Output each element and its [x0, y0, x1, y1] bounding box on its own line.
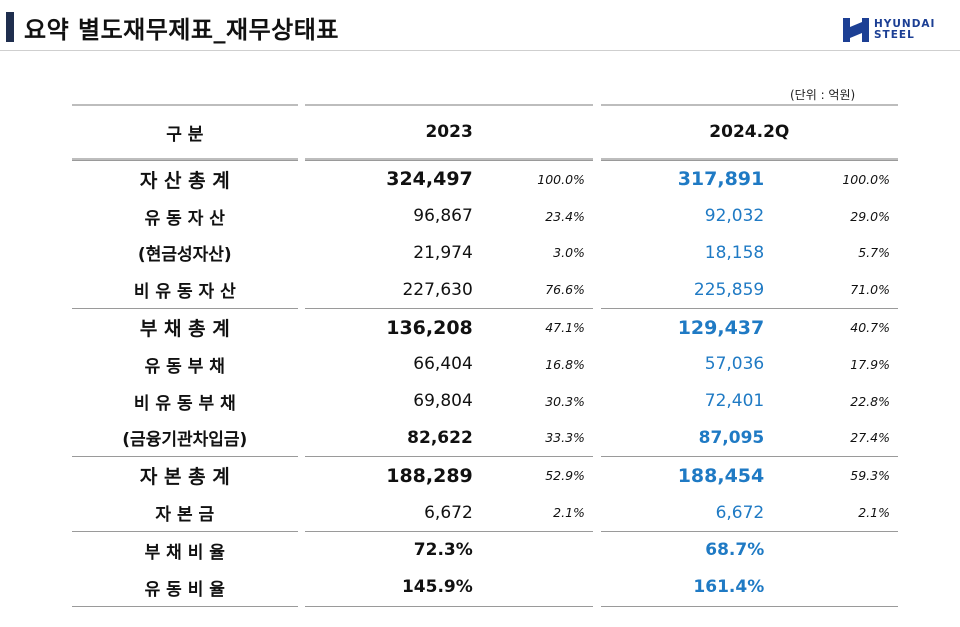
value-2024: 87,095 [698, 427, 765, 448]
page-title: 요약 별도재무제표_재무상태표 [24, 15, 339, 44]
percent-2024 [770, 530, 898, 569]
value-2023: 66,404 [413, 354, 473, 375]
table-row: 부 채 비 율 72.3% 68.7% [72, 530, 898, 569]
hyundai-steel-logo-icon [843, 18, 869, 42]
table-row: 비 유 동 부 채 69,804 30.3% 72,401 22.8% [72, 383, 898, 420]
value-2023: 145.9% [305, 569, 479, 607]
value-2023: 6,672 [424, 502, 473, 523]
table-row: 유 동 자 산 96,867 23.4% 92,032 29.0% [72, 198, 898, 235]
percent-2024: 2.1% [858, 505, 890, 521]
header-2023: 2023 [305, 104, 593, 160]
unit-note: (단위 : 억원) [790, 88, 856, 102]
table-header-row: 구 분 2023 2024.2Q [72, 104, 898, 160]
value-2023: 136,208 [305, 308, 479, 346]
value-2024: 72,401 [704, 391, 765, 412]
value-2024: 57,036 [704, 354, 765, 375]
table-row: 비 유 동 자 산 227,630 76.6% 225,859 71.0% [72, 271, 898, 308]
value-2023: 96,867 [413, 206, 473, 227]
value-2023: 82,622 [407, 427, 473, 448]
percent-2024: 27.4% [850, 430, 890, 446]
percent-2024: 5.7% [858, 245, 890, 261]
row-label: (현금성자산) [137, 245, 232, 266]
table-row: 자 산 총 계 324,497 100.0% 317,891 100.0% [72, 160, 898, 198]
percent-2023: 23.4% [545, 208, 585, 224]
percent-2024 [770, 569, 898, 607]
value-2023: 69,804 [413, 391, 473, 412]
table-row: 부 채 총 계 136,208 47.1% 129,437 40.7% [72, 308, 898, 346]
row-label: 부 채 비 율 [72, 530, 298, 569]
balance-sheet-table: 구 분 2023 2024.2Q 자 산 총 계 324,497 100.0% 317… [72, 104, 898, 607]
logo-line1: HYUNDAI [874, 18, 936, 30]
percent-2023 [478, 569, 593, 607]
percent-2024: 17.9% [850, 356, 890, 372]
row-label: 자 산 총 계 [72, 160, 298, 198]
percent-2023: 47.1% [478, 308, 593, 346]
value-2024: 6,672 [715, 502, 765, 523]
row-label: 비 유 동 자 산 [133, 282, 236, 303]
row-label: (금융기관차입금) [122, 430, 248, 451]
percent-2023: 76.6% [545, 282, 585, 298]
table-row: 유 동 비 율 145.9% 161.4% [72, 569, 898, 607]
percent-2023: 52.9% [478, 456, 593, 494]
row-label: 자 본 총 계 [72, 456, 298, 494]
row-label: 유 동 비 율 [72, 569, 298, 607]
value-2023: 324,497 [305, 160, 479, 198]
title-accent-bar [6, 12, 14, 42]
logo-line2: STEEL [874, 29, 915, 41]
value-2024: 129,437 [600, 308, 771, 346]
title-bar: 요약 별도재무제표_재무상태표 [0, 10, 339, 44]
header-category: 구 분 [72, 104, 298, 160]
hyundai-steel-logo: HYUNDAI STEEL [842, 14, 942, 46]
table-row: (금융기관차입금) 82,622 33.3% 87,095 27.4% [72, 420, 898, 457]
table-body: 자 산 총 계 324,497 100.0% 317,891 100.0% 유 동 자 산… [72, 160, 898, 607]
percent-2023: 2.1% [553, 505, 585, 521]
table-row: (현금성자산) 21,974 3.0% 18,158 5.7% [72, 235, 898, 272]
percent-2024: 40.7% [770, 308, 898, 346]
percent-2024: 59.3% [770, 456, 898, 494]
row-label: 자 본 금 [155, 505, 215, 526]
value-2024: 225,859 [693, 279, 765, 300]
value-2024: 92,032 [704, 206, 765, 227]
percent-2023: 3.0% [553, 245, 585, 261]
value-2023: 188,289 [305, 456, 479, 494]
percent-2023: 33.3% [545, 430, 585, 446]
percent-2023: 100.0% [478, 160, 593, 198]
value-2024: 161.4% [600, 569, 771, 607]
row-label: 유 동 자 산 [144, 208, 225, 229]
value-2023: 227,630 [402, 279, 473, 300]
percent-2023 [478, 530, 593, 569]
percent-2023: 30.3% [545, 393, 585, 409]
table-row: 자 본 금 6,672 2.1% 6,672 2.1% [72, 494, 898, 531]
value-2024: 188,454 [600, 456, 771, 494]
logo-wordmark: HYUNDAI STEEL [874, 19, 935, 41]
row-label: 부 채 총 계 [72, 308, 298, 346]
percent-2024: 100.0% [770, 160, 898, 198]
value-2023: 72.3% [305, 530, 479, 569]
row-label: 유 동 부 채 [144, 356, 225, 377]
value-2024: 317,891 [600, 160, 771, 198]
row-label: 비 유 동 부 채 [133, 393, 236, 414]
table-row: 유 동 부 채 66,404 16.8% 57,036 17.9% [72, 346, 898, 383]
percent-2024: 22.8% [850, 393, 890, 409]
percent-2023: 16.8% [545, 356, 585, 372]
table-row: 자 본 총 계 188,289 52.9% 188,454 59.3% [72, 456, 898, 494]
percent-2024: 29.0% [850, 208, 890, 224]
title-divider [0, 50, 960, 51]
value-2023: 21,974 [413, 242, 473, 263]
value-2024: 18,158 [704, 242, 765, 263]
value-2024: 68.7% [600, 530, 771, 569]
percent-2024: 71.0% [850, 282, 890, 298]
header-2024: 2024.2Q [600, 104, 898, 160]
